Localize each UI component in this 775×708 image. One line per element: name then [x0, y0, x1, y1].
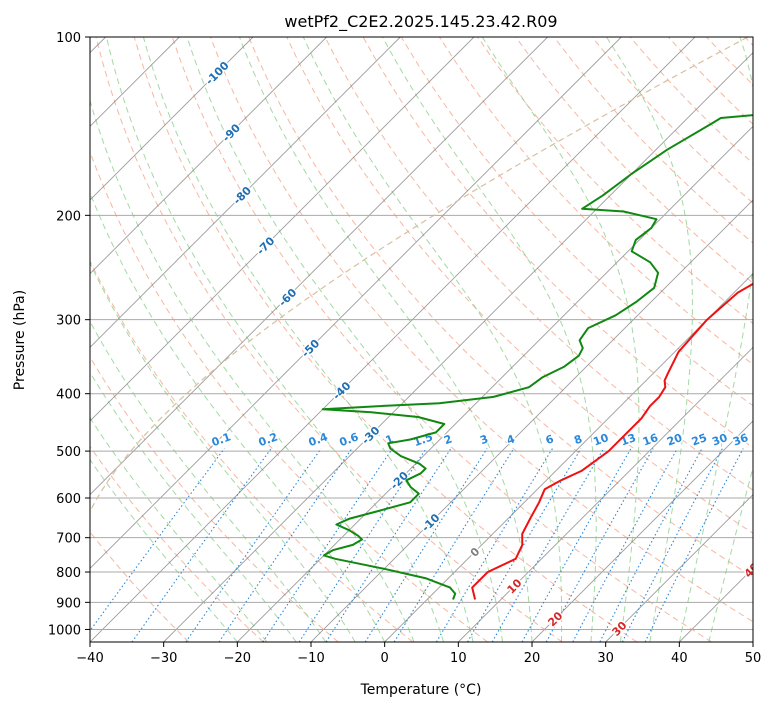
mixing-ratio-line	[90, 448, 225, 632]
mixing-ratio-line	[364, 448, 488, 642]
y-tick-label: 900	[56, 596, 81, 611]
chart-title: wetPf2_C2E2.2025.145.23.42.R09	[284, 12, 557, 32]
moist-adiabat-line	[302, 37, 563, 642]
mixing-ratio-label: 20	[664, 429, 686, 450]
y-tick-label: 700	[56, 532, 81, 547]
temperature-profile-line	[471, 282, 753, 600]
mixing-ratio-line	[218, 448, 353, 642]
moist-adiabat-line	[382, 37, 597, 642]
mixing-ratio-line	[262, 448, 393, 642]
y-axis: 100 200 300 400 500 600 700 800 900 1000	[48, 31, 90, 638]
dry-adiabat-line	[515, 37, 753, 284]
isotherm-line	[531, 420, 753, 642]
isotherm-line	[605, 494, 753, 642]
mixing-ratio-line	[298, 448, 427, 642]
moist-adiabat-line	[90, 262, 356, 642]
mixing-ratio-line	[131, 448, 272, 642]
moist-adiabat-line	[186, 37, 503, 642]
x-tick-label: −40	[76, 651, 103, 666]
dry-adiabat-line	[248, 37, 753, 578]
y-tick-label: 600	[56, 492, 81, 507]
moist-adiabat-line	[708, 465, 753, 642]
y-tick-label: 100	[56, 31, 81, 46]
mixing-ratio-line	[393, 448, 515, 642]
x-tick-label: 10	[450, 651, 467, 666]
x-axis: −40 −30 −20 −10 0 10 20 30 40 50	[76, 642, 761, 666]
moist-adiabat-line	[90, 458, 238, 642]
mixing-ratio-line	[572, 448, 678, 642]
dry-adiabat-line	[171, 37, 712, 642]
isotherm-line	[90, 37, 622, 569]
x-tick-label: 20	[524, 651, 541, 666]
isotherm-line	[384, 273, 753, 642]
moist-adiabat-line	[678, 37, 753, 642]
y-tick-label: 500	[56, 445, 81, 460]
isotherm-line	[90, 37, 548, 496]
x-tick-label: 0	[381, 651, 389, 666]
isotherm-line	[90, 37, 254, 201]
isotherm-line	[458, 346, 753, 642]
moist-adiabat-line	[90, 191, 386, 642]
moist-adiabat-line	[90, 320, 327, 642]
y-tick-label: 300	[56, 314, 81, 329]
mixing-ratio-line	[185, 448, 322, 642]
moist-adiabat-line	[239, 37, 533, 642]
moist-adiabat-line	[90, 416, 268, 642]
x-tick-label: −20	[224, 651, 251, 666]
dry-adiabat-line	[210, 37, 753, 623]
y-tick-label: 800	[56, 566, 81, 581]
background-lines	[90, 37, 753, 642]
moist-adiabat-line	[90, 371, 297, 642]
mixing-ratio-line	[621, 448, 723, 642]
moist-adiabat-line	[106, 37, 445, 642]
x-tick-label: 30	[597, 651, 614, 666]
isotherm-line	[237, 125, 753, 642]
x-tick-label: −10	[297, 651, 324, 666]
x-axis-label: Temperature (°C)	[360, 682, 482, 698]
x-tick-label: 50	[745, 651, 762, 666]
mixing-ratio-line	[644, 448, 744, 642]
mixing-ratio-line	[325, 448, 452, 642]
moist-adiabat-line	[606, 37, 693, 642]
mixing-ratio-label-text: 20	[665, 431, 684, 449]
x-tick-label: 40	[671, 651, 688, 666]
isotherm-line	[163, 52, 753, 642]
isotherm-line	[90, 37, 327, 275]
profile-series	[321, 114, 753, 600]
mixing-ratio-label-text: 0.4	[307, 430, 330, 449]
plot-frame	[89, 36, 754, 643]
dry-adiabat-line	[90, 259, 414, 642]
x-tick-label: −30	[150, 651, 177, 666]
moist-adiabat-line	[142, 37, 474, 642]
dry-adiabat-line	[286, 37, 753, 534]
dry-adiabat-line	[95, 37, 563, 642]
mixing-ratio-line	[491, 448, 605, 642]
isotherm-line	[90, 37, 475, 422]
lcl-curve	[90, 37, 749, 642]
mixing-ratio-label: 0.4	[305, 429, 331, 451]
y-axis-label: Pressure (hPa)	[12, 290, 28, 390]
y-tick-label: 1000	[48, 623, 81, 638]
dewpoint-profile-line	[321, 114, 753, 600]
dry-adiabat-line	[133, 37, 638, 642]
y-tick-label: 200	[56, 209, 81, 224]
isotherm-line	[310, 199, 753, 642]
moist-adiabat-line	[481, 37, 640, 642]
dry-adiabat-line	[90, 356, 339, 642]
dry-adiabat-line	[90, 445, 264, 642]
y-tick-label: 400	[56, 388, 81, 403]
mixing-ratio-line	[467, 448, 582, 642]
isotherm-line	[90, 37, 401, 348]
isotherm-line	[90, 37, 696, 642]
mixing-ratio-line	[599, 448, 703, 642]
dry-adiabat-line	[324, 37, 753, 491]
